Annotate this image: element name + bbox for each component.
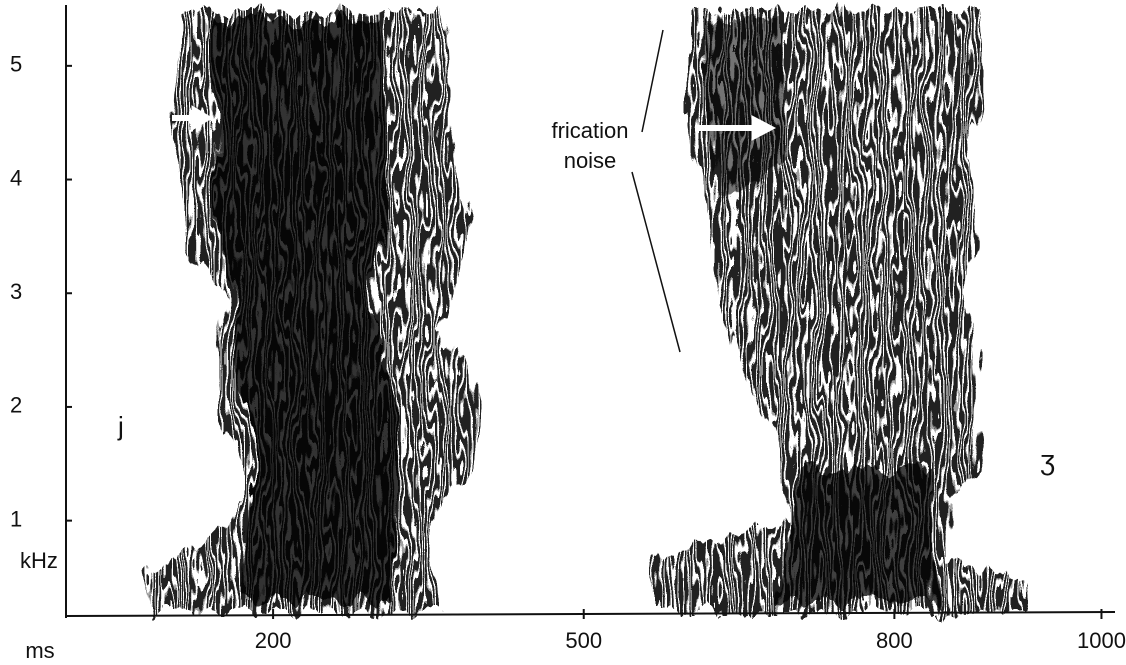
y-tick-label: 3 <box>10 279 22 304</box>
annotation-lines <box>631 29 681 353</box>
phoneme-label: j <box>117 411 124 441</box>
blob-core <box>780 470 935 600</box>
pointer-line <box>631 171 681 353</box>
annotation: noise <box>564 148 617 173</box>
blob-core <box>700 20 790 200</box>
y-axis-label: kHz <box>20 548 58 573</box>
y-tick-label: 1 <box>10 506 22 531</box>
y-tick-label: 2 <box>10 393 22 418</box>
y-tick-label: 4 <box>10 165 22 190</box>
annotation: frication <box>551 118 628 143</box>
arrows <box>172 105 777 141</box>
x-tick-label: 200 <box>255 628 292 653</box>
x-tick-label: 800 <box>876 628 913 653</box>
pointer-line <box>641 29 664 133</box>
x-axis <box>65 611 1116 617</box>
y-tick-label: 5 <box>10 52 22 77</box>
x-tick-label: 500 <box>565 628 602 653</box>
x-axis-label: ms <box>25 638 54 660</box>
dense-cores <box>210 20 935 600</box>
arrow-head <box>751 115 777 141</box>
phoneme-label: ʒ <box>1040 444 1055 475</box>
x-tick-label: 1000 <box>1077 628 1126 653</box>
blob-core <box>210 20 400 600</box>
arrow-head <box>191 105 213 131</box>
